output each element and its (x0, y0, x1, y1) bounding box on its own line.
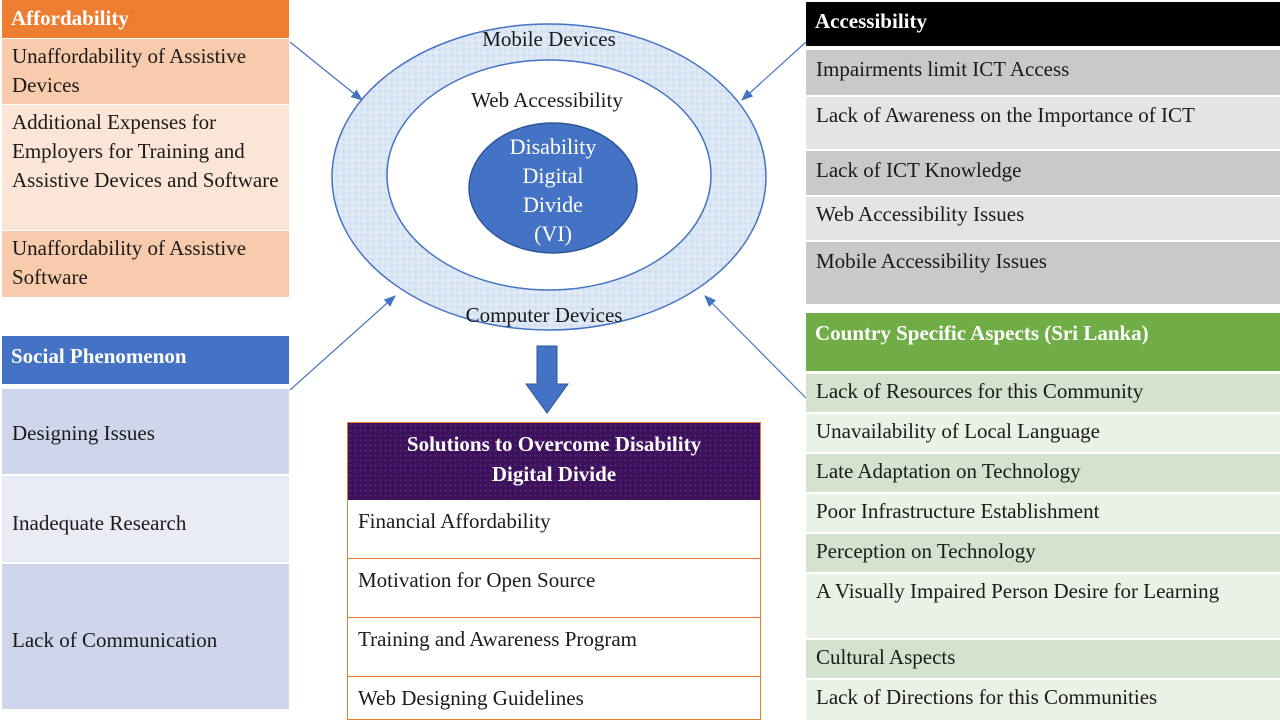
country-item: Cultural Aspects (806, 640, 1280, 678)
affordability-item: Additional Expenses for Employers for Tr… (2, 105, 289, 230)
accessibility-item: Impairments limit ICT Access (806, 50, 1280, 95)
social-header: Social Phenomenon (2, 336, 289, 384)
accessibility-item: Mobile Accessibility Issues (806, 242, 1280, 304)
solutions-item: Financial Affordability (348, 501, 760, 559)
country-item: Lack of Resources for this Community (806, 374, 1280, 412)
solutions-item: Web Designing Guidelines (358, 686, 584, 710)
core-line: Divide (523, 192, 583, 217)
social-item: Designing Issues (2, 389, 289, 474)
accessibility-item: Web Accessibility Issues (806, 197, 1280, 240)
social-item: Lack of Communication (2, 564, 289, 709)
solutions-item: Training and Awareness Program (348, 619, 760, 677)
solutions-panel: Solutions to Overcome Disability Digital… (347, 422, 761, 720)
ring-label-web: Web Accessibility (471, 88, 623, 112)
core-line: (VI) (534, 221, 572, 246)
solutions-header: Solutions to Overcome Disability Digital… (348, 423, 760, 500)
arrow-social (289, 295, 396, 391)
arrow-affordability (289, 41, 363, 101)
ring-label-computer: Computer Devices (465, 303, 623, 327)
country-item: Perception on Technology (806, 534, 1280, 572)
arrow-country (704, 295, 807, 399)
solutions-item: Motivation for Open Source (348, 560, 760, 618)
accessibility-item: Lack of ICT Knowledge (806, 151, 1280, 195)
affordability-item: Unaffordability of Assistive Devices (2, 39, 289, 104)
country-item: Late Adaptation on Technology (806, 454, 1280, 492)
arrow-accessibility (741, 41, 807, 101)
ring-label-mobile: Mobile Devices (482, 27, 616, 51)
country-item: A Visually Impaired Person Desire for Le… (806, 574, 1280, 638)
affordability-header: Affordability (2, 0, 289, 38)
country-item: Lack of Directions for this Communities (806, 680, 1280, 720)
core-line: Digital (522, 163, 584, 188)
accessibility-item: Lack of Awareness on the Importance of I… (806, 97, 1280, 149)
core-circle (468, 122, 638, 254)
country-item: Poor Infrastructure Establishment (806, 494, 1280, 532)
core-line: Disability (509, 134, 597, 159)
down-arrow (525, 345, 569, 414)
affordability-item: Unaffordability of Assistive Software (2, 231, 289, 297)
accessibility-header: Accessibility (806, 2, 1280, 46)
social-item: Inadequate Research (2, 476, 289, 562)
country-item: Unavailability of Local Language (806, 414, 1280, 452)
core-label: Disability Digital Divide (VI) (493, 132, 613, 248)
country-header: Country Specific Aspects (Sri Lanka) (806, 313, 1280, 371)
